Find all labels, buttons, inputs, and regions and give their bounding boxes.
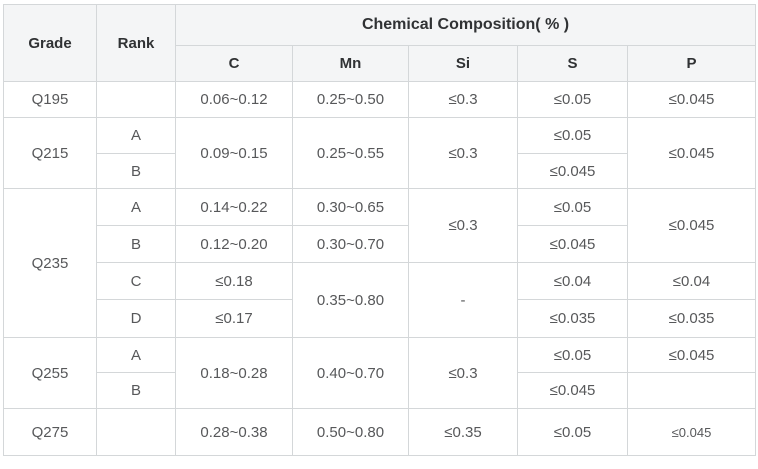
- mn-value-cell: 0.25~0.55: [292, 117, 409, 189]
- rank-cell: A: [96, 337, 176, 373]
- si-value-cell: ≤0.3: [408, 81, 518, 118]
- composition-group-header: Chemical Composition( % ): [175, 4, 756, 46]
- mn-value-cell: 0.25~0.50: [292, 81, 409, 118]
- grade-cell: Q275: [3, 408, 97, 456]
- s-value-cell: ≤0.035: [517, 299, 628, 338]
- element-header-p: P: [627, 45, 756, 82]
- header-row-2: C Mn Si S P: [4, 45, 756, 82]
- table-row-q255-a: Q255 A 0.18~0.28 0.40~0.70 ≤0.3 ≤0.05 ≤0…: [3, 337, 756, 409]
- element-header-c: C: [175, 45, 293, 82]
- s-value-cell: ≤0.05: [517, 188, 628, 226]
- s-value-cell: ≤0.045: [517, 225, 628, 263]
- s-value-cell: ≤0.05: [517, 81, 628, 118]
- c-value-cell: 0.12~0.20: [175, 225, 293, 263]
- rank-cell-empty: [96, 81, 176, 118]
- chemical-composition-table: Grade Rank Chemical Composition( % ) C M…: [3, 4, 756, 456]
- si-value-cell: ≤0.3: [408, 188, 518, 263]
- grade-cell: Q195: [3, 81, 97, 118]
- header-row-1: Grade Rank Chemical Composition( % ): [3, 4, 756, 82]
- rank-cell: A: [96, 188, 176, 226]
- rank-cell: C: [96, 262, 176, 300]
- rank-cell: B: [96, 153, 176, 189]
- table-row-q235-b: B 0.12~0.20 0.30~0.70 ≤0.045: [4, 225, 756, 263]
- s-value-cell: ≤0.045: [517, 372, 628, 409]
- s-value-cell: ≤0.04: [517, 262, 628, 300]
- c-value-cell: 0.09~0.15: [175, 117, 293, 189]
- table-row-q235-d: D ≤0.17 ≤0.035 ≤0.035: [4, 299, 756, 338]
- c-value-cell: 0.14~0.22: [175, 188, 293, 226]
- mn-value-cell: 0.35~0.80: [292, 262, 409, 338]
- table-row-q275: Q275 0.28~0.38 0.50~0.80 ≤0.35 ≤0.05 ≤0.…: [3, 408, 756, 456]
- rank-cell: B: [96, 372, 176, 409]
- c-value-cell: ≤0.17: [175, 299, 293, 338]
- element-header-s: S: [517, 45, 628, 82]
- table-row-q215-a: Q215 A 0.09~0.15 0.25~0.55 ≤0.3 ≤0.05 ≤0…: [3, 117, 756, 189]
- s-value-cell: ≤0.05: [517, 337, 628, 373]
- table-row-q195: Q195 0.06~0.12 0.25~0.50 ≤0.3 ≤0.05 ≤0.0…: [3, 81, 756, 118]
- p-value-cell: ≤0.045: [627, 188, 756, 263]
- p-value-cell: ≤0.045: [627, 117, 756, 189]
- c-value-cell: 0.28~0.38: [175, 408, 293, 456]
- c-value-cell: ≤0.18: [175, 262, 293, 300]
- table-row-q235-a: Q235 A 0.14~0.22 0.30~0.65 ≤0.3 ≤0.05 ≤0…: [3, 188, 756, 338]
- grade-column-header: Grade: [3, 4, 97, 82]
- si-value-cell: ≤0.3: [408, 117, 518, 189]
- table-row-q235-c: C ≤0.18 0.35~0.80 - ≤0.04 ≤0.04: [4, 262, 756, 338]
- rank-cell: D: [96, 299, 176, 338]
- grade-cell: Q215: [3, 117, 97, 189]
- si-value-cell: ≤0.3: [408, 337, 518, 409]
- si-value-cell: ≤0.35: [408, 408, 518, 456]
- p-value-cell: ≤0.045: [627, 81, 756, 118]
- s-value-cell: ≤0.05: [517, 117, 628, 154]
- rank-cell-empty: [96, 408, 176, 456]
- element-header-si: Si: [408, 45, 518, 82]
- si-value-cell: -: [408, 262, 518, 338]
- rank-column-header: Rank: [96, 4, 176, 82]
- grade-cell: Q255: [3, 337, 97, 409]
- p-value-cell: ≤0.045: [627, 337, 756, 373]
- mn-value-cell: 0.50~0.80: [292, 408, 409, 456]
- c-value-cell: 0.18~0.28: [175, 337, 293, 409]
- mn-value-cell: 0.30~0.70: [292, 225, 409, 263]
- p-value-cell: ≤0.035: [627, 299, 756, 338]
- s-value-cell: ≤0.05: [517, 408, 628, 456]
- grade-cell: Q235: [3, 188, 97, 338]
- p-value-cell-empty: [627, 372, 756, 409]
- p-value-cell: ≤0.045: [627, 408, 756, 456]
- mn-value-cell: 0.30~0.65: [292, 188, 409, 226]
- rank-cell: B: [96, 225, 176, 263]
- rank-cell: A: [96, 117, 176, 154]
- element-header-mn: Mn: [292, 45, 409, 82]
- c-value-cell: 0.06~0.12: [175, 81, 293, 118]
- p-value-cell: ≤0.04: [627, 262, 756, 300]
- s-value-cell: ≤0.045: [517, 153, 628, 189]
- mn-value-cell: 0.40~0.70: [292, 337, 409, 409]
